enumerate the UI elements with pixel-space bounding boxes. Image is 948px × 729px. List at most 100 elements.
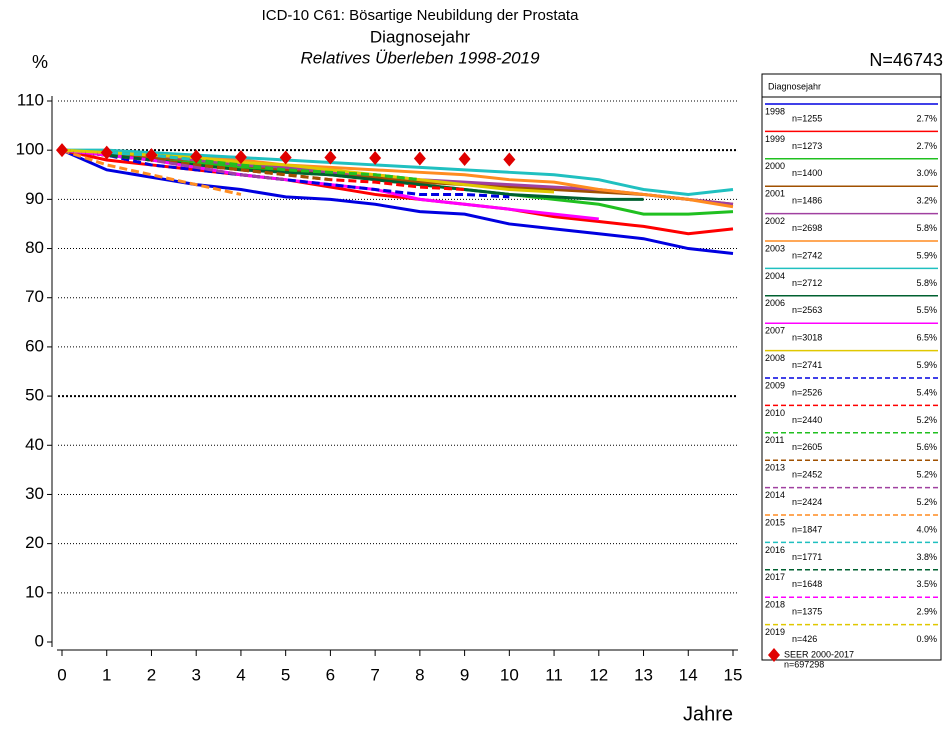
reference-marker — [324, 150, 337, 165]
legend-label: 2001 — [765, 189, 785, 199]
legend-label: 2013 — [765, 463, 785, 473]
legend-share: 3.8% — [916, 552, 937, 562]
legend-n: n=1847 — [792, 524, 822, 534]
legend-label: 2002 — [765, 216, 785, 226]
legend-marker — [768, 648, 780, 662]
reference-marker — [503, 152, 516, 167]
legend-label: 2019 — [765, 627, 785, 637]
total-count: N=46743 — [869, 50, 943, 70]
legend-label: 1998 — [765, 106, 785, 116]
x-tick-label: 10 — [500, 665, 519, 684]
legend-label: 2000 — [765, 161, 785, 171]
legend-label: 2016 — [765, 545, 785, 555]
legend-n: n=1648 — [792, 579, 822, 589]
y-tick-label: 50 — [25, 386, 44, 405]
subtitle: Relatives Überleben 1998-2019 — [300, 48, 540, 67]
survival-line — [62, 148, 734, 196]
legend-n: n=1375 — [792, 607, 822, 617]
legend-label: 2011 — [765, 435, 784, 445]
legend-n: n=2742 — [792, 250, 822, 260]
y-tick-label: 70 — [25, 287, 44, 306]
x-tick-label: 0 — [57, 665, 66, 684]
x-tick-label: 3 — [191, 665, 200, 684]
legend-box — [761, 73, 942, 661]
legend-n: n=2526 — [792, 387, 822, 397]
legend-n: n=426 — [792, 634, 817, 644]
x-tick-label: 2 — [147, 665, 156, 684]
legend-label: 2004 — [765, 271, 785, 281]
chart-title2: Diagnosejahr — [370, 27, 471, 46]
legend-share: 5.6% — [916, 442, 937, 452]
x-label: Jahre — [683, 703, 733, 725]
x-tick-label: 12 — [589, 665, 608, 684]
legend-n: n=2563 — [792, 305, 822, 315]
y-tick-label: 30 — [25, 484, 44, 503]
legend-share: 3.5% — [916, 579, 937, 589]
y-tick-label: 110 — [17, 90, 44, 109]
x-tick-label: 13 — [634, 665, 653, 684]
y-tick-label: 0 — [35, 631, 44, 650]
legend-n: n=1771 — [792, 552, 822, 562]
legend-share: 6.5% — [916, 333, 937, 343]
reference-marker — [458, 152, 471, 167]
legend-share: 2.9% — [916, 607, 937, 617]
x-tick-label: 6 — [326, 665, 335, 684]
x-tick-label: 15 — [724, 665, 743, 684]
legend-share: 5.2% — [916, 470, 937, 480]
legend-share: 2.7% — [916, 113, 937, 123]
survival-line — [61, 148, 510, 199]
legend-n: n=2452 — [792, 470, 822, 480]
y-label: % — [32, 52, 48, 72]
legend-n: n=2424 — [792, 497, 822, 507]
legend-share: 5.8% — [916, 223, 937, 233]
legend-share: 5.4% — [916, 387, 937, 397]
legend-share: 0.9% — [916, 634, 937, 644]
x-tick-label: 8 — [415, 665, 424, 684]
y-tick-label: 80 — [25, 238, 44, 257]
y-tick-label: 40 — [25, 435, 44, 454]
legend-n: n=1255 — [792, 113, 822, 123]
x-tick-label: 1 — [102, 665, 111, 684]
survival-line — [61, 148, 197, 162]
legend-label: 2017 — [765, 572, 785, 582]
y-tick-label: 90 — [25, 189, 44, 208]
x-tick-label: 5 — [281, 665, 290, 684]
legend-n: n=2741 — [792, 360, 822, 370]
survival-line — [61, 148, 107, 155]
legend-label: 2014 — [765, 490, 785, 500]
reference-marker — [56, 143, 68, 158]
reference-marker — [100, 145, 113, 160]
legend-share: 5.8% — [916, 278, 937, 288]
reference-marker — [145, 148, 158, 163]
y-tick-label: 100 — [16, 140, 44, 159]
legend-label: 2018 — [765, 600, 785, 610]
legend-n: n=3018 — [792, 333, 822, 343]
chart-title: ICD-10 C61: Bösartige Neubildung der Pro… — [262, 7, 579, 24]
legend-label: 2010 — [765, 408, 785, 418]
legend-label: SEER 2000-2017 — [784, 649, 854, 659]
reference-marker — [190, 149, 203, 164]
y-tick-label: 60 — [25, 336, 44, 355]
legend-share: 2.7% — [916, 141, 937, 151]
legend-n: n=2712 — [792, 278, 822, 288]
legend-n: n=2605 — [792, 442, 822, 452]
survival-line — [61, 148, 242, 196]
legend-label: 2008 — [765, 353, 785, 363]
legend-label: 2003 — [765, 243, 785, 253]
legend-share: 3.0% — [916, 168, 937, 178]
legend-share: 5.9% — [916, 360, 937, 370]
x-tick-label: 9 — [460, 665, 469, 684]
legend-n: n=697298 — [784, 659, 824, 669]
legend-share: 5.2% — [916, 415, 937, 425]
legend-n: n=1273 — [792, 141, 822, 151]
legend-share: 5.2% — [916, 497, 937, 507]
x-tick-label: 4 — [236, 665, 245, 684]
reference-marker — [413, 151, 426, 166]
legend-label: 2007 — [765, 326, 785, 336]
legend-label: 2006 — [765, 298, 785, 308]
survival-line — [61, 148, 734, 255]
y-tick-label: 10 — [25, 582, 44, 601]
y-tick-label: 20 — [25, 533, 44, 552]
legend-share: 3.2% — [916, 196, 937, 206]
